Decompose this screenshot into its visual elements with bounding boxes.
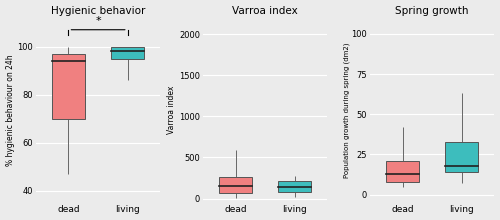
Title: Spring growth: Spring growth [396, 6, 469, 16]
Y-axis label: % hygienic behaviour on 24h: % hygienic behaviour on 24h [6, 54, 15, 166]
Y-axis label: Population growth during spring (dm2): Population growth during spring (dm2) [344, 42, 350, 178]
Text: *: * [96, 16, 101, 26]
Bar [445, 141, 478, 172]
Bar [111, 47, 144, 59]
Title: Hygienic behavior: Hygienic behavior [51, 6, 146, 16]
Bar [386, 161, 419, 182]
Title: Varroa index: Varroa index [232, 6, 298, 16]
Bar [52, 54, 85, 119]
Bar [219, 177, 252, 193]
Y-axis label: Varroa index: Varroa index [168, 86, 176, 134]
Bar [278, 181, 312, 192]
